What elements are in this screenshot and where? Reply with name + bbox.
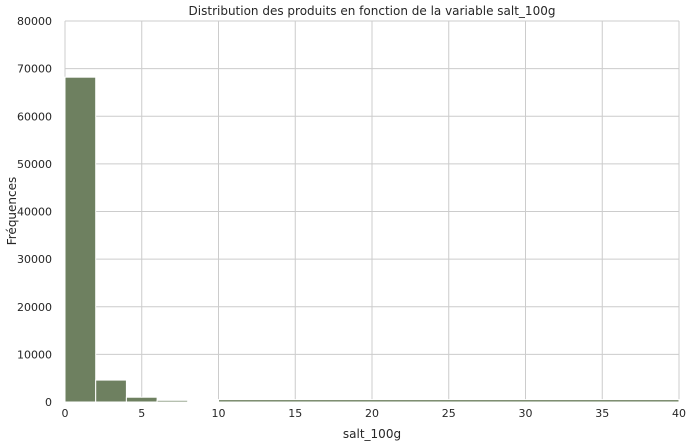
histogram-bar (125, 396, 158, 403)
y-tick-label: 0 (45, 396, 52, 409)
y-tick-label: 80000 (17, 15, 52, 28)
y-tick-label: 70000 (17, 63, 52, 76)
histogram-bars (64, 76, 680, 403)
y-tick-label: 40000 (17, 206, 52, 219)
x-tick-label: 35 (595, 407, 609, 420)
x-tick-label: 0 (62, 407, 69, 420)
y-tick-label: 10000 (17, 348, 52, 361)
x-tick-label: 5 (138, 407, 145, 420)
histogram-bar (95, 379, 127, 403)
x-tick-labels: 0 5 10 15 20 25 30 35 40 (62, 407, 687, 420)
histogram-bar (64, 76, 97, 403)
x-tick-label: 15 (288, 407, 302, 420)
x-tick-label: 10 (212, 407, 226, 420)
x-tick-label: 40 (672, 407, 686, 420)
x-tick-label: 25 (442, 407, 456, 420)
y-tick-label: 30000 (17, 253, 52, 266)
histogram-bar (218, 399, 680, 403)
y-tick-label: 20000 (17, 301, 52, 314)
chart-title: Distribution des produits en fonction de… (189, 4, 556, 18)
x-axis-label: salt_100g (343, 427, 401, 441)
y-tick-labels: 0 10000 20000 30000 40000 50000 60000 70000 8000… (17, 15, 52, 409)
histogram-bar (156, 399, 189, 403)
x-tick-label: 30 (519, 407, 533, 420)
y-tick-label: 60000 (17, 110, 52, 123)
x-tick-label: 20 (365, 407, 379, 420)
histogram-bar (187, 400, 220, 403)
y-tick-label: 50000 (17, 158, 52, 171)
y-axis-label: Fréquences (5, 177, 19, 246)
